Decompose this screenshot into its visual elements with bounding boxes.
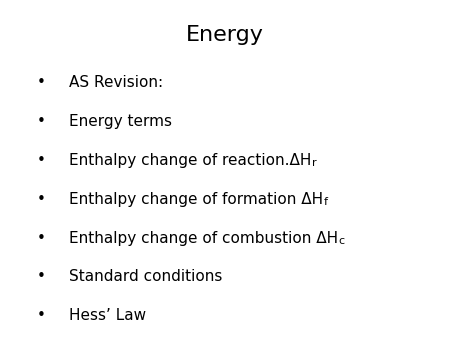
- Text: Enthalpy change of reaction.ΔH: Enthalpy change of reaction.ΔH: [69, 153, 312, 168]
- Text: Standard conditions: Standard conditions: [69, 269, 223, 285]
- Text: •: •: [37, 269, 46, 285]
- Text: Energy: Energy: [186, 25, 264, 45]
- Text: c: c: [338, 236, 345, 246]
- Text: •: •: [37, 192, 46, 207]
- Text: r: r: [312, 158, 316, 168]
- Text: •: •: [37, 308, 46, 323]
- Text: •: •: [37, 153, 46, 168]
- Text: •: •: [37, 231, 46, 245]
- Text: AS Revision:: AS Revision:: [69, 75, 163, 90]
- Text: Energy terms: Energy terms: [69, 114, 172, 129]
- Text: f: f: [324, 197, 328, 207]
- Text: Enthalpy change of formation ΔH: Enthalpy change of formation ΔH: [69, 192, 324, 207]
- Text: •: •: [37, 75, 46, 90]
- Text: Hess’ Law: Hess’ Law: [69, 308, 147, 323]
- Text: •: •: [37, 114, 46, 129]
- Text: Enthalpy change of combustion ΔH: Enthalpy change of combustion ΔH: [69, 231, 338, 245]
